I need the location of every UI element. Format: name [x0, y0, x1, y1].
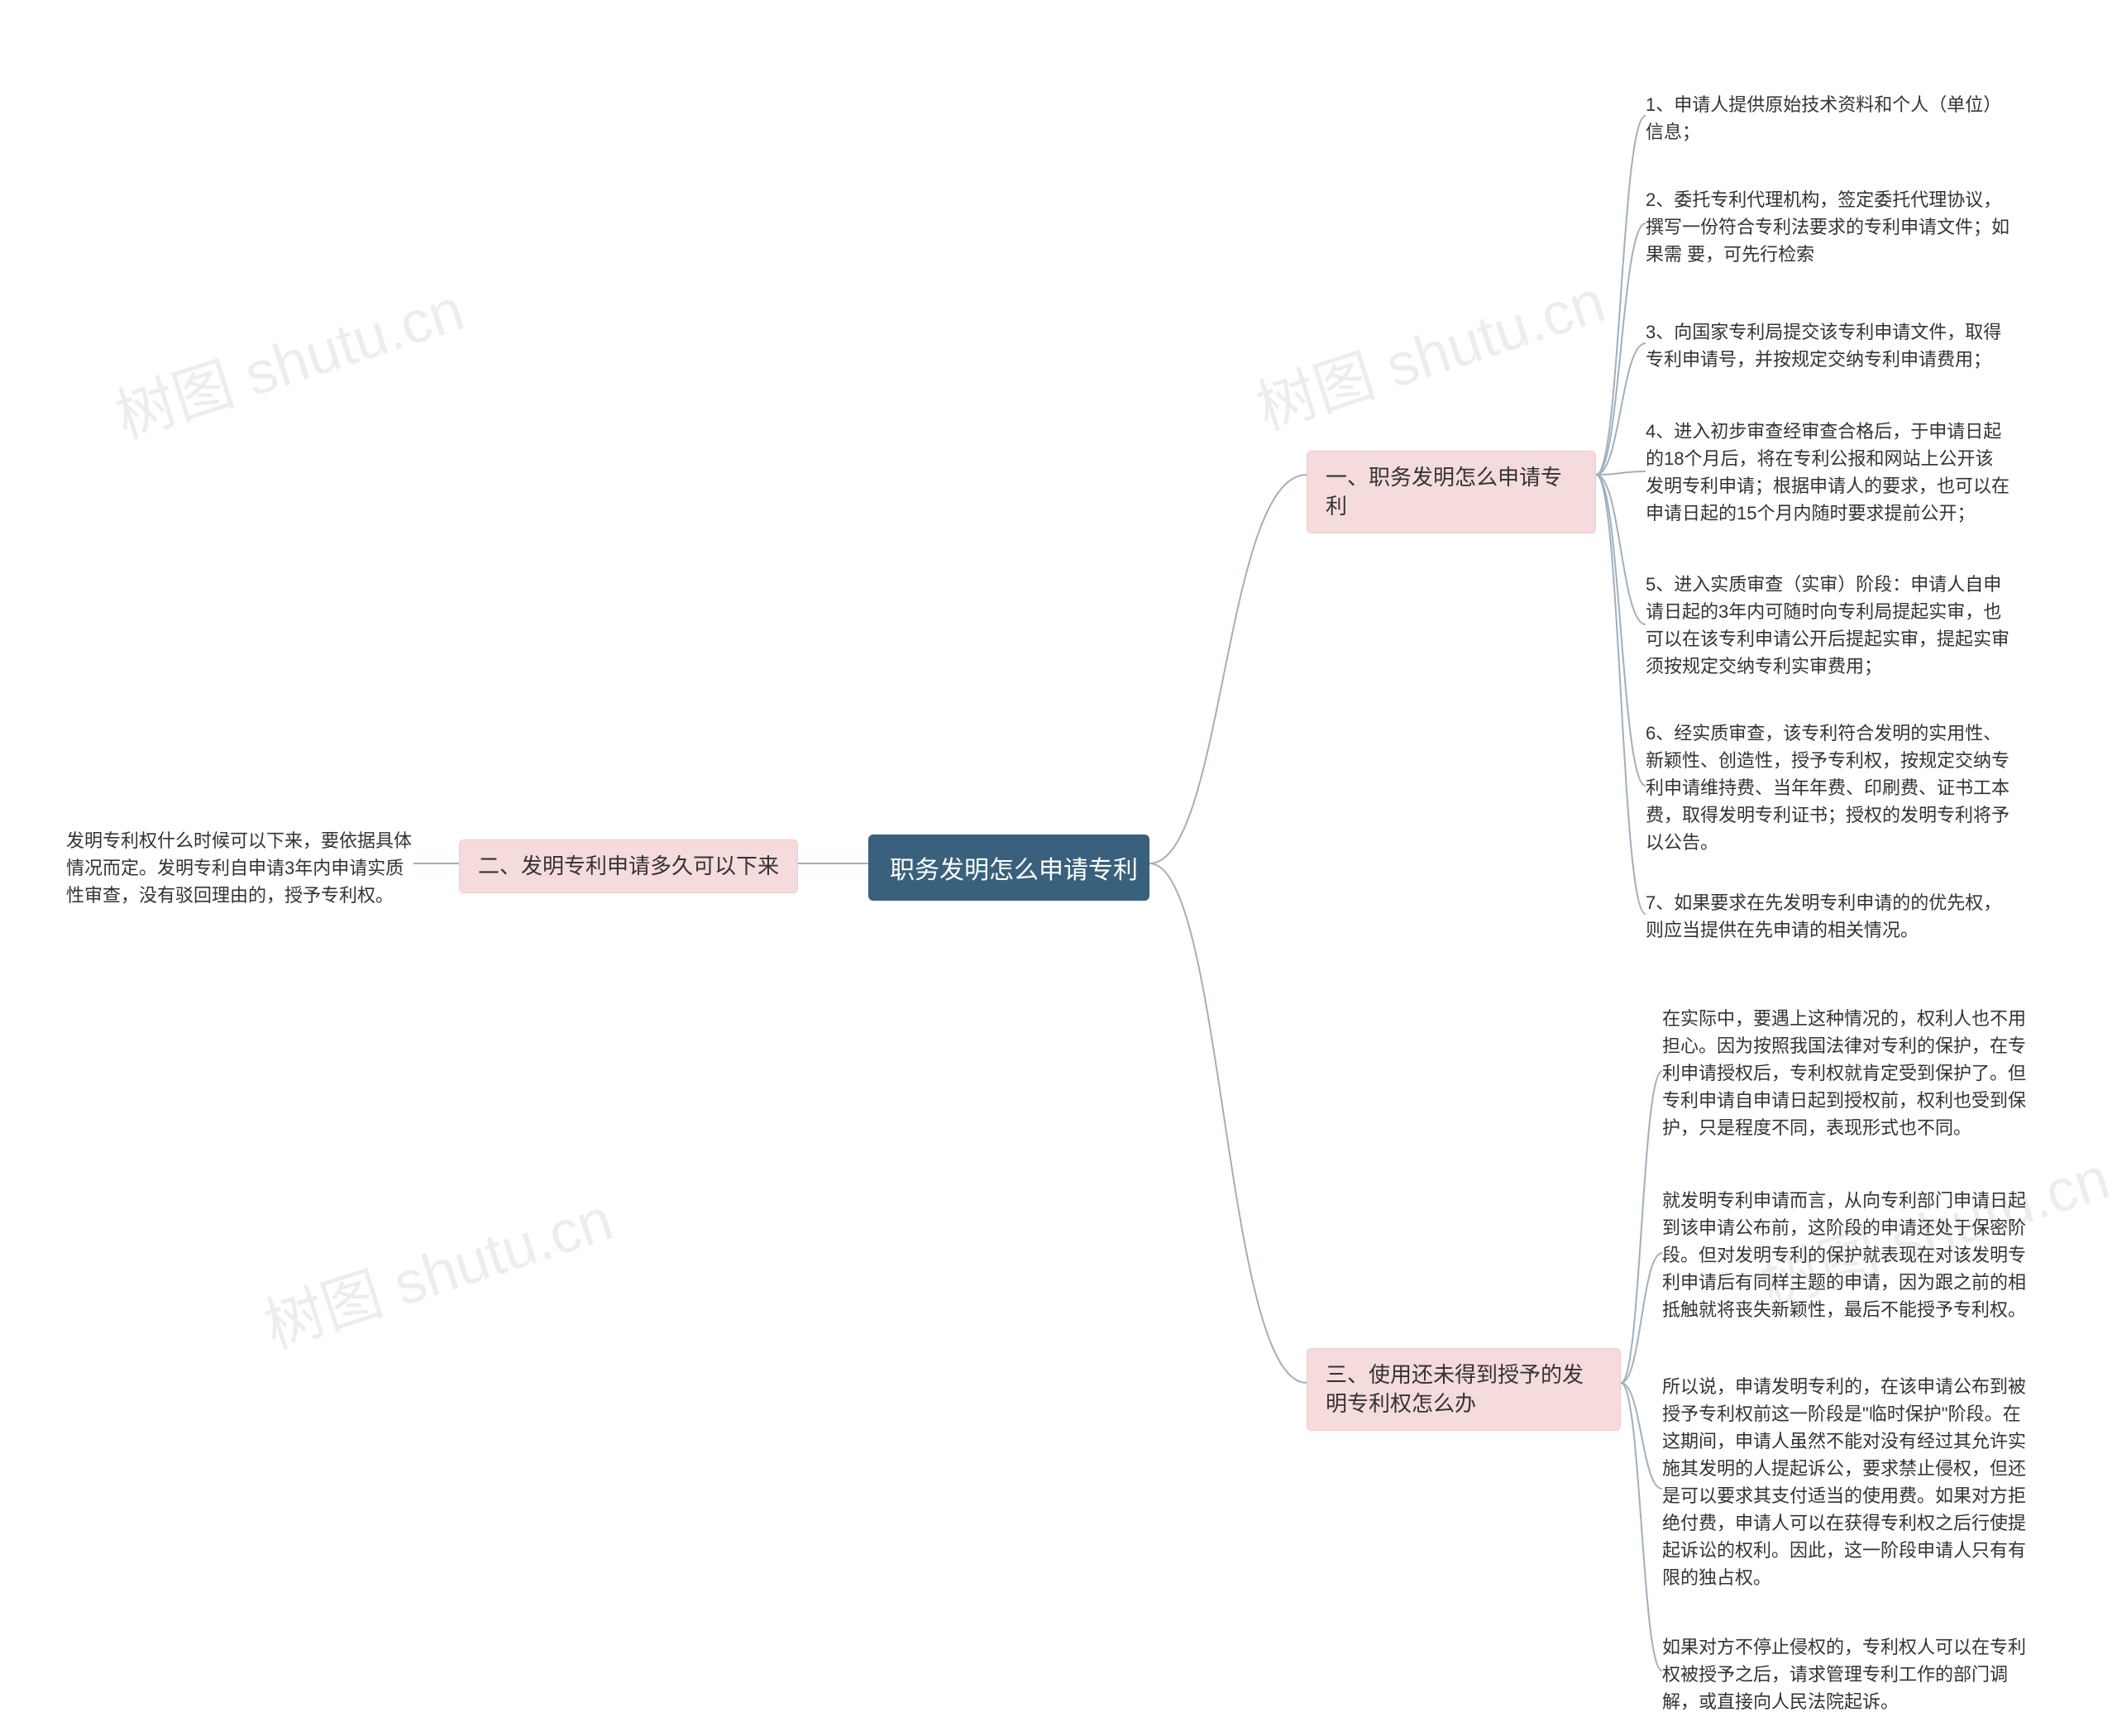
leaf-node: 在实际中，要遇上这种情况的，权利人也不用担心。因为按照我国法律对专利的保护，在专… — [1662, 1005, 2026, 1141]
watermark: 树图 shutu.cn — [103, 261, 472, 455]
branch-label: 二、发明专利申请多久可以下来 — [478, 854, 779, 878]
leaf-node: 7、如果要求在先发明专利申请的的优先权，则应当提供在先申请的相关情况。 — [1646, 889, 2009, 944]
leaf-node: 发明专利权什么时候可以下来，要依据具体情况而定。发明专利自申请3年内申请实质性审… — [66, 827, 413, 909]
branch-node-2[interactable]: 二、发明专利申请多久可以下来 — [459, 839, 798, 893]
branch-label: 三、使用还未得到授予的发明专利权怎么办 — [1326, 1362, 1584, 1416]
leaf-node: 2、委托专利代理机构，签定委托代理协议，撰写一份符合专利法要求的专利申请文件；如… — [1646, 186, 2009, 268]
leaf-node: 就发明专利申请而言，从向专利部门申请日起到该申请公布前，这阶段的申请还处于保密阶… — [1662, 1187, 2026, 1323]
branch-label: 一、职务发明怎么申请专利 — [1326, 465, 1562, 519]
branch-node-1[interactable]: 一、职务发明怎么申请专利 — [1307, 451, 1596, 533]
leaf-node: 6、经实质审查，该专利符合发明的实用性、新颖性、创造性，授予专利权，按规定交纳专… — [1646, 720, 2009, 856]
branch-node-3[interactable]: 三、使用还未得到授予的发明专利权怎么办 — [1307, 1348, 1621, 1431]
root-label: 职务发明怎么申请专利 — [890, 857, 1138, 884]
leaf-node: 所以说，申请发明专利的，在该申请公布到被授予专利权前这一阶段是"临时保护"阶段。… — [1662, 1373, 2026, 1591]
leaf-node: 1、申请人提供原始技术资料和个人（单位）信息； — [1646, 91, 2009, 146]
leaf-node: 如果对方不停止侵权的，专利权人可以在专利权被授予之后，请求管理专利工作的部门调解… — [1662, 1633, 2026, 1715]
watermark: 树图 shutu.cn — [251, 1170, 621, 1365]
watermark: 树图 shutu.cn — [1244, 252, 1613, 447]
leaf-node: 5、进入实质审查（实审）阶段：申请人自申请日起的3年内可随时向专利局提起实审，也… — [1646, 571, 2009, 680]
leaf-node: 3、向国家专利局提交该专利申请文件，取得专利申请号，并按规定交纳专利申请费用； — [1646, 318, 2009, 373]
mindmap-root[interactable]: 职务发明怎么申请专利 — [868, 835, 1149, 901]
leaf-node: 4、进入初步审查经审查合格后，于申请日起的18个月后，将在专利公报和网站上公开该… — [1646, 418, 2009, 527]
